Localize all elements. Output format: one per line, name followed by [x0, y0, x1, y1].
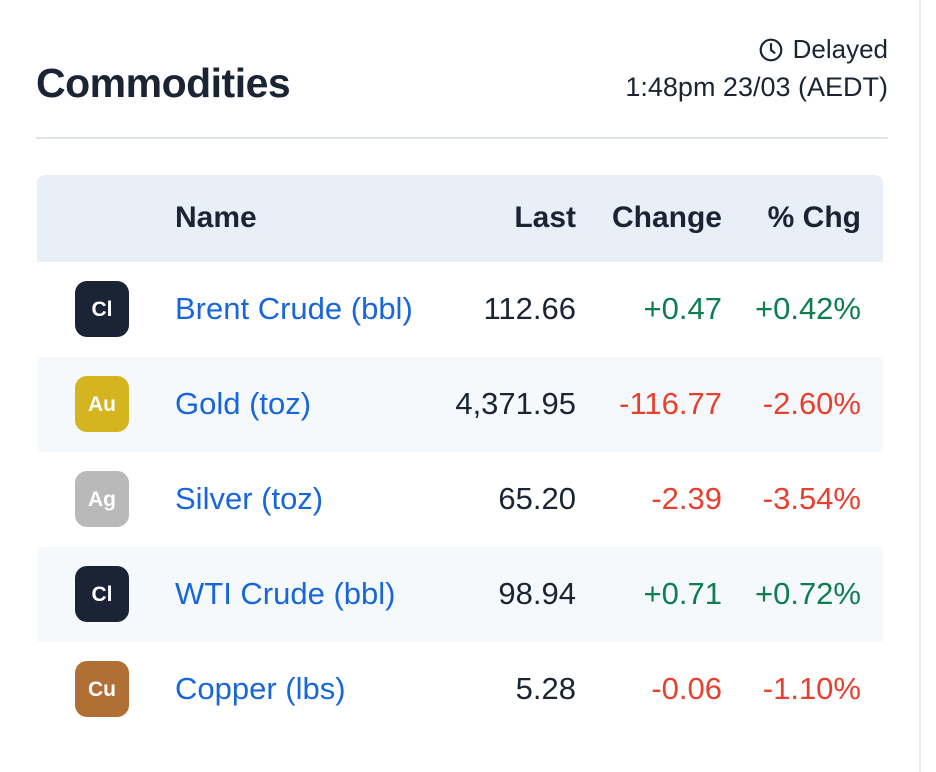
- last-price: 112.66: [483, 291, 576, 327]
- change-value: -116.77: [619, 386, 722, 422]
- commodity-symbol-badge: Ag: [75, 471, 129, 528]
- last-price: 4,371.95: [455, 386, 576, 422]
- change-value: -2.39: [651, 481, 722, 517]
- commodities-table: Name Last Change % Chg Cl Brent Crude (b…: [37, 174, 883, 737]
- column-header-pct-chg: % Chg: [767, 201, 861, 235]
- change-value: +0.47: [643, 291, 722, 327]
- table-row: Au Gold (toz) 4,371.95 -116.77 -2.60%: [37, 356, 883, 452]
- last-price: 65.20: [498, 481, 576, 517]
- change-value: -0.06: [651, 671, 722, 707]
- column-header-change: Change: [611, 201, 722, 235]
- column-header-name: Name: [175, 201, 257, 235]
- pct-change-value: +0.72%: [754, 576, 861, 612]
- commodity-link[interactable]: WTI Crude (bbl): [175, 576, 396, 612]
- pct-change-value: -3.54%: [762, 481, 861, 517]
- widget-header: Commodities Delayed 1:48pm 23/03 (AEDT): [0, 0, 919, 104]
- pct-change-value: -2.60%: [762, 386, 861, 422]
- delayed-status: Delayed: [625, 34, 888, 65]
- commodity-symbol-badge: Au: [75, 376, 129, 433]
- table-row: Cl WTI Crude (bbl) 98.94 +0.71 +0.72%: [37, 546, 883, 642]
- commodity-link[interactable]: Gold (toz): [175, 386, 312, 422]
- commodity-symbol-badge: Cl: [75, 281, 129, 338]
- clock-icon: [759, 38, 782, 61]
- commodity-symbol-badge: Cl: [75, 566, 129, 623]
- timestamp: 1:48pm 23/03 (AEDT): [625, 72, 888, 103]
- change-value: +0.71: [643, 576, 722, 612]
- last-price: 98.94: [498, 576, 576, 612]
- table-body: Cl Brent Crude (bbl) 112.66 +0.47 +0.42%…: [37, 262, 883, 737]
- header-divider: [36, 136, 888, 139]
- pct-change-value: +0.42%: [754, 291, 861, 327]
- commodity-link[interactable]: Copper (lbs): [175, 671, 346, 707]
- pct-change-value: -1.10%: [762, 671, 861, 707]
- commodity-symbol-badge: Cu: [75, 661, 129, 718]
- table-row: Ag Silver (toz) 65.20 -2.39 -3.54%: [37, 452, 883, 547]
- table-row: Cl Brent Crude (bbl) 112.66 +0.47 +0.42%: [37, 262, 883, 357]
- page-title: Commodities: [36, 59, 291, 106]
- commodity-link[interactable]: Silver (toz): [175, 481, 324, 517]
- table-header-row: Name Last Change % Chg: [37, 174, 883, 262]
- data-status: Delayed 1:48pm 23/03 (AEDT): [625, 34, 888, 104]
- commodity-link[interactable]: Brent Crude (bbl): [175, 291, 413, 327]
- delayed-label: Delayed: [792, 34, 888, 64]
- table-row: Cu Copper (lbs) 5.28 -0.06 -1.10%: [37, 642, 883, 737]
- column-header-last: Last: [514, 201, 576, 235]
- last-price: 5.28: [515, 671, 576, 707]
